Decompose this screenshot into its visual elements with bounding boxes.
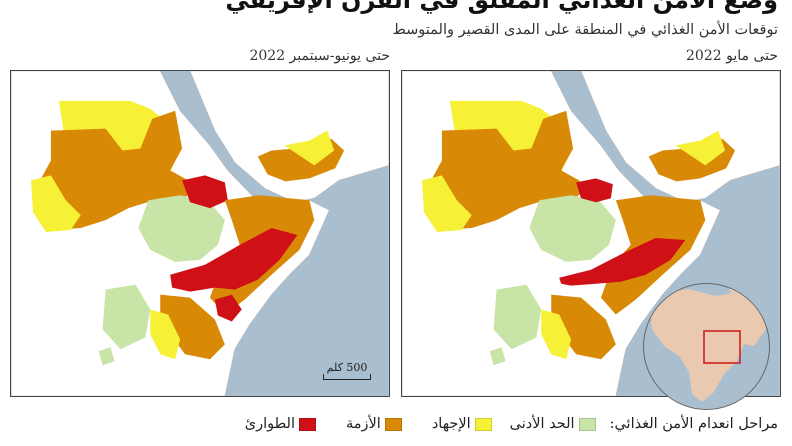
legend-swatch-stressed: [474, 417, 492, 431]
legend-item-minimal: الحد الأدنى: [510, 416, 596, 432]
legend-item-crisis: الأزمة: [346, 416, 402, 432]
scale-bar-line: [323, 374, 371, 380]
west-stressed-zone: [422, 175, 472, 233]
south-stressed-zone: [150, 309, 181, 360]
map-jun-sep: [11, 71, 389, 396]
south-stressed-zone: [541, 309, 572, 360]
tigray-emergency-zone: [576, 178, 613, 203]
south-minimal-patch: [98, 347, 115, 366]
ethiopia-minimal-zone: [138, 195, 225, 262]
south-minimal-patch: [489, 347, 506, 366]
uganda-minimal-zone: [102, 284, 151, 350]
legend-swatch-minimal: [578, 417, 596, 431]
sudan-crisis-zone: [36, 110, 196, 231]
locator-highlight-box: [703, 330, 741, 364]
map-may: [402, 71, 780, 396]
horn-emergency-zone: [170, 228, 298, 292]
tigray-emergency-zone: [182, 175, 228, 209]
uganda-minimal-zone: [493, 284, 542, 350]
legend-swatch-crisis: [384, 417, 402, 431]
scale-bar: 500 كلم: [317, 361, 377, 383]
legend-label-crisis: الأزمة: [345, 416, 381, 432]
legend-label-stressed: الإجهاد: [431, 416, 471, 432]
locator-globe: [643, 283, 770, 410]
west-stressed-zone: [31, 175, 81, 233]
map-panel-jun-sep: 500 كلم: [10, 70, 390, 397]
map-title: وضع الأمن الغذائي المقلق في القرن الإفري…: [225, 0, 778, 14]
legend: مراحل انعدام الأمن الغذائي: الحد الأدنى …: [90, 413, 778, 435]
kenya-crisis-zone: [160, 294, 225, 360]
legend-title: مراحل انعدام الأمن الغذائي:: [609, 416, 778, 432]
legend-item-stressed: الإجهاد: [432, 416, 492, 432]
panel-label-jun-sep: حتى يونيو-سبتمبر 2022: [249, 48, 390, 64]
ethiopia-minimal-zone: [529, 195, 616, 262]
kenya-crisis-zone: [551, 294, 616, 360]
panel-label-may: حتى مايو 2022: [686, 48, 778, 64]
map-panel-may: [401, 70, 781, 397]
legend-item-emergency: الطوارئ: [245, 416, 316, 432]
sudan-crisis-zone: [427, 110, 587, 231]
africa-locator-land: [649, 289, 766, 402]
scale-bar-label: 500 كلم: [326, 361, 368, 374]
kenya-emergency-patch: [214, 294, 242, 322]
legend-label-emergency: الطوارئ: [244, 416, 295, 432]
legend-swatch-emergency: [298, 417, 316, 431]
horn-emergency-zone: [559, 237, 686, 286]
coast-stressed-zone: [284, 130, 335, 166]
legend-label-minimal: الحد الأدنى: [509, 416, 575, 432]
locator-globe-map: [649, 286, 769, 402]
map-subtitle: توقعات الأمن الغذائي في المنطقة على المد…: [392, 22, 778, 38]
coast-stressed-zone: [675, 130, 726, 166]
